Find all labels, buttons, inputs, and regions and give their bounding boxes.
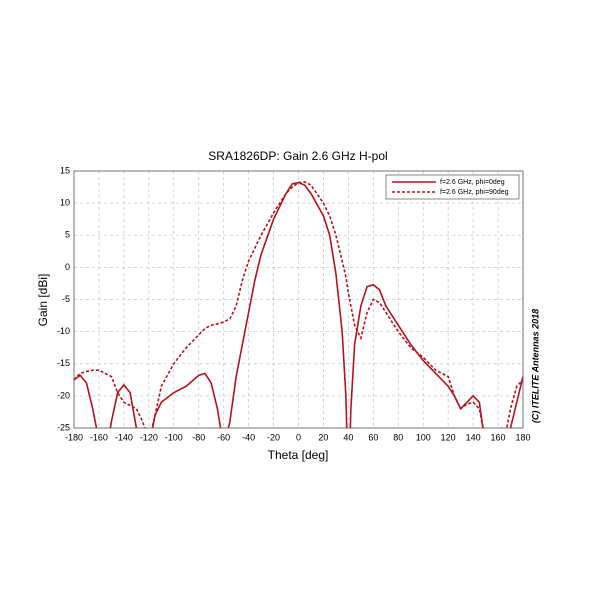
legend-box <box>385 174 520 200</box>
x-tick-label: -80 <box>192 432 205 442</box>
x-tick-label: -60 <box>217 432 230 442</box>
y-axis-label: Gain [dBi] <box>36 274 50 327</box>
x-tick-label: 60 <box>368 432 378 442</box>
y-tick-label: -20 <box>57 390 70 400</box>
x-tick-label: -40 <box>242 432 255 442</box>
chart-title: SRA1826DP: Gain 2.6 GHz H-pol <box>208 149 387 163</box>
x-tick-label: -180 <box>65 432 83 442</box>
y-tick-label: 0 <box>65 262 70 272</box>
x-axis-label: Theta [deg] <box>268 448 329 462</box>
x-tick-label: 100 <box>416 432 431 442</box>
plot-frame <box>73 170 524 429</box>
x-tick-label: -140 <box>115 432 133 442</box>
y-tick-label: 10 <box>60 198 70 208</box>
series-line <box>74 181 523 428</box>
y-tick-label: -5 <box>62 294 70 304</box>
x-tick-label: -160 <box>90 432 108 442</box>
x-tick-label: 20 <box>318 432 328 442</box>
y-tick-label: 15 <box>60 165 70 175</box>
x-tick-label: -100 <box>165 432 183 442</box>
x-tick-label: 120 <box>441 432 456 442</box>
y-tick-label: -15 <box>57 358 70 368</box>
x-tick-label: -20 <box>267 432 280 442</box>
x-tick-label: 0 <box>296 432 301 442</box>
x-tick-label: 180 <box>515 432 530 442</box>
x-tick-label: 80 <box>393 432 403 442</box>
legend-label: f=2.6 GHz, phi=0deg <box>440 179 505 186</box>
copyright: (C) ITELITE Antennas 2018 <box>530 309 540 423</box>
series-line <box>74 181 523 428</box>
y-tick-label: -10 <box>57 326 70 336</box>
y-tick-label: -25 <box>57 422 70 432</box>
x-tick-label: 40 <box>343 432 353 442</box>
x-tick-label: 140 <box>466 432 481 442</box>
x-tick-label: -120 <box>140 432 158 442</box>
x-tick-label: 160 <box>491 432 506 442</box>
y-tick-label: 5 <box>65 230 70 240</box>
legend-label: f=2.6 GHz, phi=90deg <box>440 189 509 196</box>
